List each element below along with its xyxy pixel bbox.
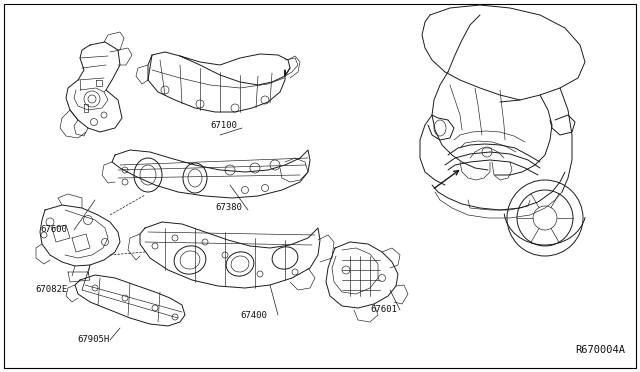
- Text: 67601: 67601: [370, 305, 397, 314]
- Text: 67082E: 67082E: [35, 285, 67, 295]
- Text: 67600: 67600: [40, 225, 67, 234]
- Text: 67400: 67400: [240, 311, 267, 320]
- Text: 67100: 67100: [210, 121, 237, 129]
- Text: 67380: 67380: [215, 203, 242, 212]
- Text: R670004A: R670004A: [575, 345, 625, 355]
- Text: 67905H: 67905H: [77, 336, 109, 344]
